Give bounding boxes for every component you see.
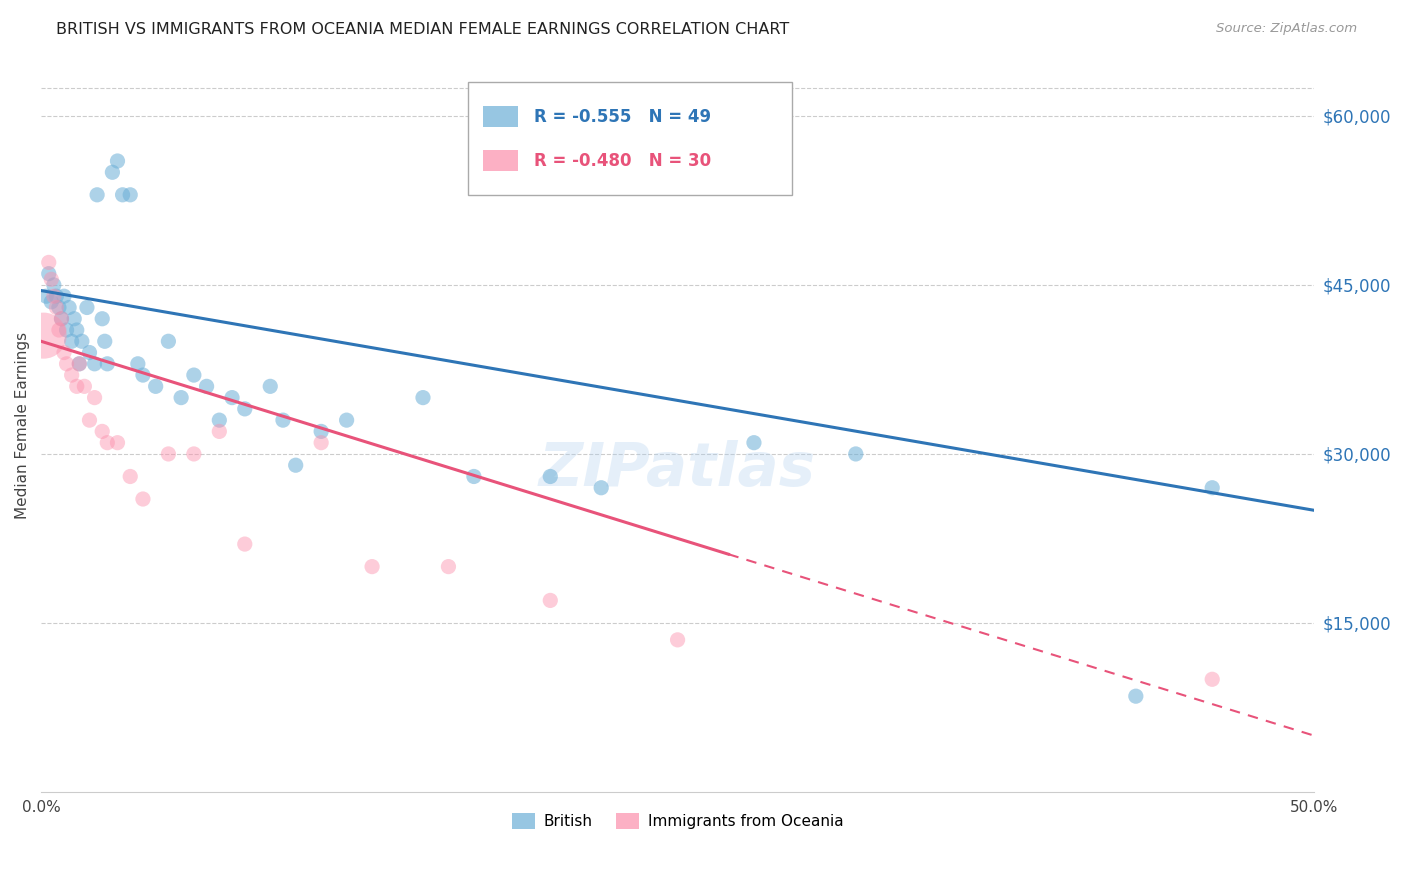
Point (233, 537, 256, 551)
Point (51, 311, 73, 326)
Point (91, 311, 114, 326)
Point (60, 334, 83, 349)
Point (437, 559, 460, 574)
Point (70, 334, 93, 349)
Point (35, 289, 58, 303)
Point (66, 323, 89, 337)
Point (538, 593, 561, 607)
Point (45, 289, 67, 303)
Point (309, 425, 332, 439)
Point (1125, 689, 1147, 703)
Point (42, 289, 65, 303)
Point (361, 559, 384, 574)
Point (271, 413, 294, 427)
Point (38, 267, 60, 281)
Text: Source: ZipAtlas.com: Source: ZipAtlas.com (1216, 22, 1357, 36)
Text: R = -0.480   N = 30: R = -0.480 N = 30 (534, 152, 711, 169)
Point (101, 165, 124, 179)
Point (1201, 673, 1223, 687)
Point (63, 311, 86, 326)
Text: ZIPatlas: ZIPatlas (538, 441, 815, 500)
Point (91, 425, 114, 439)
Point (309, 435, 332, 450)
Point (67, 357, 90, 371)
Point (79, 345, 101, 359)
Point (259, 379, 281, 393)
Point (170, 391, 193, 405)
Point (73, 379, 96, 393)
Point (83, 357, 105, 371)
Point (96, 357, 118, 371)
Point (86, 187, 108, 202)
Point (195, 379, 218, 393)
Point (111, 187, 134, 202)
Point (107, 435, 129, 450)
Point (157, 334, 180, 349)
Point (845, 447, 868, 461)
Point (60, 368, 83, 382)
Point (66, 379, 89, 393)
Point (107, 153, 129, 168)
Point (55, 357, 77, 371)
Point (183, 368, 205, 382)
Point (145, 379, 167, 393)
Point (132, 491, 155, 506)
Point (53, 345, 76, 359)
Point (48, 301, 70, 315)
Point (183, 447, 205, 461)
FancyBboxPatch shape (482, 151, 519, 171)
Point (83, 391, 105, 405)
Y-axis label: Median Female Earnings: Median Female Earnings (15, 332, 30, 519)
Text: BRITISH VS IMMIGRANTS FROM OCEANIA MEDIAN FEMALE EARNINGS CORRELATION CHART: BRITISH VS IMMIGRANTS FROM OCEANIA MEDIA… (56, 22, 790, 37)
Point (45, 301, 67, 315)
Point (666, 632, 689, 647)
Point (76, 301, 98, 315)
Point (463, 469, 485, 483)
Point (591, 481, 613, 495)
Point (94, 334, 117, 349)
Point (39, 272, 62, 286)
Text: R = -0.555   N = 49: R = -0.555 N = 49 (534, 108, 711, 126)
Point (79, 413, 101, 427)
Point (538, 469, 561, 483)
Point (284, 458, 307, 473)
Point (42, 277, 65, 292)
Point (120, 469, 142, 483)
Point (208, 413, 231, 427)
Point (1201, 481, 1223, 495)
Point (58, 301, 80, 315)
Point (53, 289, 76, 303)
Point (157, 447, 180, 461)
Point (120, 187, 142, 202)
Point (233, 401, 256, 416)
Point (127, 357, 149, 371)
Point (67, 357, 90, 371)
Point (39, 294, 62, 309)
Point (38, 255, 60, 269)
FancyBboxPatch shape (482, 106, 519, 127)
Point (742, 435, 765, 450)
Point (48, 323, 70, 337)
Point (55, 323, 77, 337)
Point (412, 391, 434, 405)
Point (96, 435, 118, 450)
Point (336, 413, 359, 427)
Point (221, 391, 243, 405)
Legend: British, Immigrants from Oceania: British, Immigrants from Oceania (506, 807, 849, 836)
Point (208, 425, 231, 439)
Point (51, 311, 73, 326)
Point (132, 368, 155, 382)
FancyBboxPatch shape (468, 81, 792, 195)
Point (32, 328, 55, 343)
